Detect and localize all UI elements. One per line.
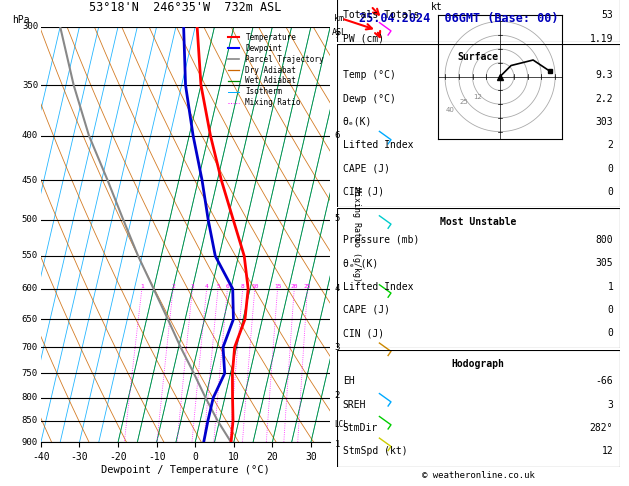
Text: 850: 850: [22, 416, 38, 425]
Text: 9.3: 9.3: [596, 70, 613, 80]
Text: 2: 2: [608, 140, 613, 150]
Text: ASL: ASL: [331, 28, 347, 37]
Text: 0: 0: [608, 305, 613, 315]
Text: 40: 40: [446, 107, 455, 113]
Text: 2: 2: [171, 284, 175, 289]
Text: 900: 900: [22, 438, 38, 447]
Text: © weatheronline.co.uk: © weatheronline.co.uk: [421, 471, 535, 480]
Text: Temp (°C): Temp (°C): [343, 70, 396, 80]
Text: 650: 650: [22, 314, 38, 324]
Text: 0: 0: [608, 187, 613, 197]
Text: 2: 2: [335, 391, 340, 400]
Text: 1.19: 1.19: [590, 34, 613, 44]
Text: Lifted Index: Lifted Index: [343, 140, 413, 150]
Text: 20: 20: [291, 284, 298, 289]
Text: 6: 6: [335, 131, 340, 140]
Text: 3: 3: [191, 284, 194, 289]
Text: 25: 25: [460, 99, 469, 105]
Text: StmDir: StmDir: [343, 423, 378, 433]
Text: 1: 1: [335, 440, 340, 449]
Text: 282°: 282°: [590, 423, 613, 433]
Text: Mixing Ratio (g/kg): Mixing Ratio (g/kg): [352, 187, 361, 282]
Text: EH: EH: [343, 377, 355, 386]
Text: Hodograph: Hodograph: [452, 359, 504, 369]
Text: 8: 8: [241, 284, 245, 289]
Text: km: km: [334, 14, 344, 22]
Text: 3: 3: [608, 400, 613, 410]
Text: kt: kt: [431, 2, 442, 12]
Text: 350: 350: [22, 81, 38, 89]
Text: 800: 800: [22, 393, 38, 402]
Text: 25: 25: [304, 284, 311, 289]
Text: CIN (J): CIN (J): [343, 329, 384, 338]
Text: 4: 4: [205, 284, 209, 289]
Text: CAPE (J): CAPE (J): [343, 305, 390, 315]
Text: 700: 700: [22, 343, 38, 352]
Text: SREH: SREH: [343, 400, 366, 410]
Text: θₑ(K): θₑ(K): [343, 117, 372, 127]
Text: 25.04.2024  06GMT (Base: 00): 25.04.2024 06GMT (Base: 00): [359, 12, 559, 25]
Text: 53°18'N  246°35'W  732m ASL: 53°18'N 246°35'W 732m ASL: [89, 1, 282, 14]
Text: 303: 303: [596, 117, 613, 127]
Text: Lifted Index: Lifted Index: [343, 282, 413, 292]
Text: Totals Totals: Totals Totals: [343, 11, 419, 20]
Text: 305: 305: [596, 259, 613, 268]
Text: 0: 0: [608, 329, 613, 338]
Text: Surface: Surface: [457, 52, 499, 62]
Text: 12: 12: [601, 447, 613, 456]
Text: Pressure (mb): Pressure (mb): [343, 235, 419, 245]
Text: 15: 15: [274, 284, 281, 289]
Text: hPa: hPa: [12, 15, 30, 25]
Text: 7: 7: [335, 31, 340, 40]
Text: 10: 10: [251, 284, 259, 289]
Text: Dewp (°C): Dewp (°C): [343, 94, 396, 104]
Text: 800: 800: [596, 235, 613, 245]
Text: 2.2: 2.2: [596, 94, 613, 104]
Text: 1: 1: [608, 282, 613, 292]
Text: LCL: LCL: [335, 420, 348, 429]
Text: 450: 450: [22, 175, 38, 185]
Text: 4: 4: [335, 284, 340, 294]
Text: 550: 550: [22, 251, 38, 260]
Text: 500: 500: [22, 215, 38, 225]
Text: θₑ (K): θₑ (K): [343, 259, 378, 268]
Text: StmSpd (kt): StmSpd (kt): [343, 447, 408, 456]
Text: 400: 400: [22, 131, 38, 140]
Text: Most Unstable: Most Unstable: [440, 217, 516, 226]
Text: 53: 53: [601, 11, 613, 20]
Text: 3: 3: [335, 343, 340, 352]
Text: 600: 600: [22, 284, 38, 294]
Text: 300: 300: [22, 22, 38, 31]
Text: CIN (J): CIN (J): [343, 187, 384, 197]
Text: 1: 1: [140, 284, 144, 289]
Text: -66: -66: [596, 377, 613, 386]
Text: 750: 750: [22, 369, 38, 378]
Text: 5: 5: [335, 214, 340, 223]
Text: CAPE (J): CAPE (J): [343, 164, 390, 174]
Text: 6: 6: [226, 284, 230, 289]
X-axis label: Dewpoint / Temperature (°C): Dewpoint / Temperature (°C): [101, 465, 270, 475]
Legend: Temperature, Dewpoint, Parcel Trajectory, Dry Adiabat, Wet Adiabat, Isotherm, Mi: Temperature, Dewpoint, Parcel Trajectory…: [226, 31, 326, 109]
Text: 5: 5: [216, 284, 220, 289]
Text: PW (cm): PW (cm): [343, 34, 384, 44]
Text: 0: 0: [608, 164, 613, 174]
Text: 12: 12: [474, 94, 482, 100]
